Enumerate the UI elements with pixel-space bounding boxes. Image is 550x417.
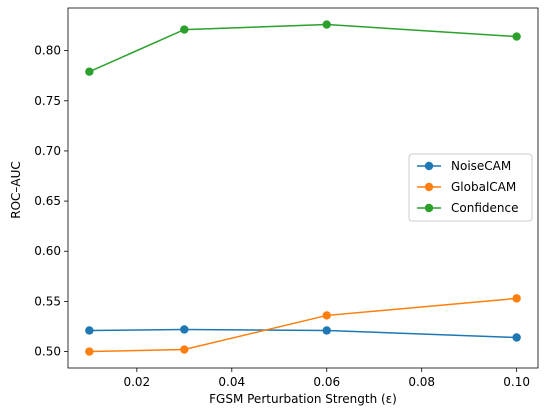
legend-marker (424, 182, 434, 192)
y-tick-label: 0.75 (34, 94, 61, 108)
data-point-globalcam (180, 345, 189, 354)
legend-box (408, 153, 533, 222)
legend-label: GlobalCAM (451, 180, 516, 194)
y-tick-label: 0.65 (34, 194, 61, 208)
y-tick-label: 0.50 (34, 345, 61, 359)
data-point-globalcam (512, 294, 521, 303)
x-axis: 0.02 0.04 0.06 0.08 0.10 (123, 368, 530, 389)
data-point-noisecam (512, 333, 521, 342)
y-tick-label: 0.60 (34, 244, 61, 258)
legend-item-confidence: Confidence (417, 201, 518, 215)
x-tick-label: 0.06 (313, 375, 340, 389)
y-tick-label: 0.55 (34, 294, 61, 308)
legend-marker (424, 161, 434, 171)
series-noisecam (85, 325, 521, 342)
x-tick-label: 0.02 (123, 375, 150, 389)
data-point-confidence (512, 32, 521, 41)
series-line-globalcam (89, 297, 517, 353)
series-line-confidence (89, 23, 517, 73)
x-tick-label: 0.08 (408, 375, 435, 389)
y-tick-label: 0.70 (34, 144, 61, 158)
legend-label: NoiseCAM (451, 159, 511, 173)
series-globalcam (85, 294, 521, 356)
data-point-noisecam (322, 326, 331, 335)
x-tick-label: 0.10 (503, 375, 530, 389)
series-layer (85, 20, 521, 356)
data-point-confidence (180, 25, 189, 34)
series-line-noisecam (89, 328, 517, 339)
data-point-noisecam (85, 326, 94, 335)
y-axis-label: ROC–AUC (9, 161, 23, 219)
data-point-noisecam (180, 325, 189, 334)
y-axis: 0.50 0.55 0.60 0.65 0.70 0.75 0.80 (34, 44, 68, 359)
legend: NoiseCAM GlobalCAM Confidence (408, 153, 533, 222)
x-tick-label: 0.04 (218, 375, 245, 389)
x-axis-label: FGSM Perturbation Strength (ε) (209, 392, 397, 406)
series-confidence (85, 20, 521, 76)
data-point-globalcam (85, 347, 94, 356)
legend-item-globalcam: GlobalCAM (417, 180, 516, 194)
data-point-globalcam (322, 311, 331, 320)
legend-item-noisecam: NoiseCAM (417, 159, 511, 173)
legend-marker (424, 203, 434, 213)
legend-label: Confidence (451, 201, 518, 215)
data-point-confidence (322, 20, 331, 29)
y-tick-label: 0.80 (34, 44, 61, 58)
data-point-confidence (85, 67, 94, 76)
